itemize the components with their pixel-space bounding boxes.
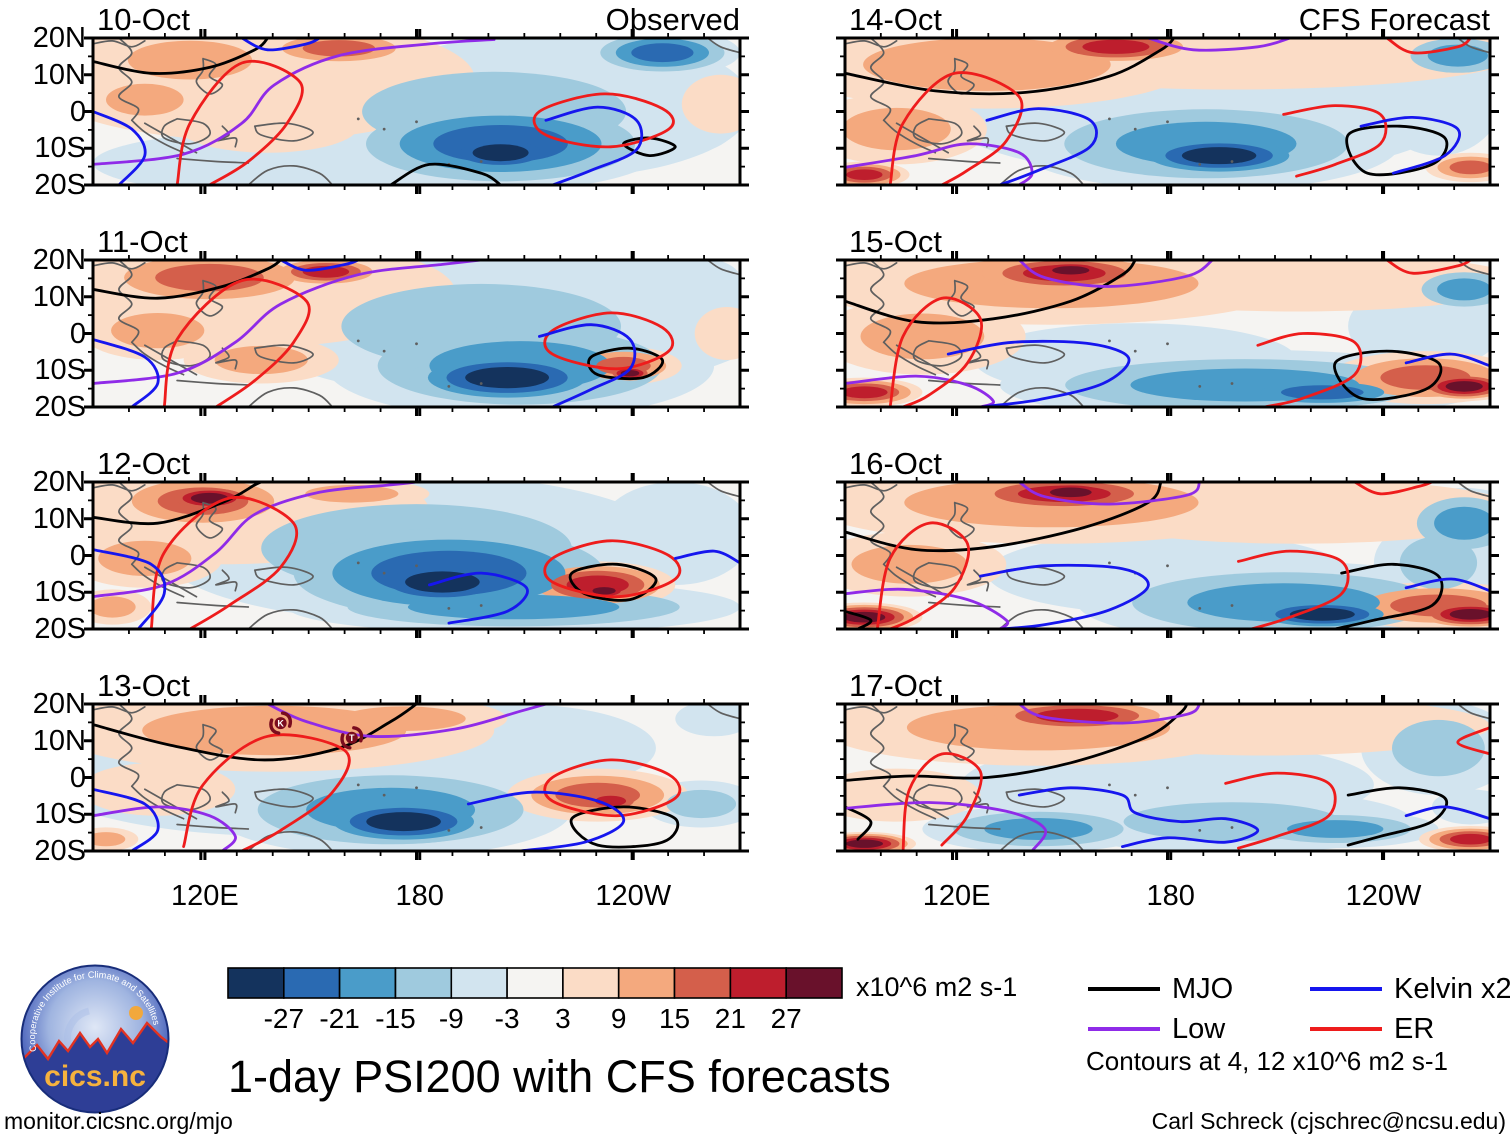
colorbar-svg <box>227 967 843 999</box>
map-svg: KT <box>84 695 749 860</box>
map-svg <box>836 251 1499 416</box>
panel-date-label: 15-Oct <box>849 224 943 259</box>
lon-axis-label: 120W <box>1345 880 1422 912</box>
lon-axis-label: 120W <box>595 880 672 912</box>
lat-axis-label: 10S <box>34 798 86 831</box>
panel-date-label: 12-Oct <box>97 446 191 481</box>
column-header-observed: Observed <box>605 2 740 37</box>
lat-axis-label: 10N <box>32 58 86 91</box>
mjo-line-swatch <box>1088 987 1160 991</box>
logo-mountains <box>21 1023 169 1113</box>
svg-text:K: K <box>277 718 284 728</box>
colorbar <box>226 966 844 1000</box>
logo-wordmark: cics.nc <box>44 1060 146 1093</box>
tropical-cyclone-icon: K <box>269 711 293 735</box>
lon-axis-label: 120E <box>171 880 239 912</box>
map-panel-10-oct <box>81 26 752 197</box>
logo-sun-icon <box>129 1006 143 1020</box>
map-panel-15-oct <box>833 248 1502 419</box>
er-line-swatch <box>1310 1027 1382 1031</box>
tropical-cyclone-icon: T <box>340 726 364 750</box>
lon-axis-label: 180 <box>1146 880 1195 912</box>
lat-axis-label: 20S <box>34 391 86 423</box>
lat-axis-label: 10N <box>32 724 86 757</box>
colorbar-tick-label: -27 <box>263 1003 305 1034</box>
colorbar-tick-label: -3 <box>494 1003 520 1034</box>
map-svg <box>836 473 1499 638</box>
map-panel-17-oct <box>833 692 1502 863</box>
contour-levels-note: Contours at 4, 12 x10^6 m2 s-1 <box>1086 1046 1448 1076</box>
lon-axis-label: 180 <box>395 880 444 912</box>
map-panel-12-oct <box>81 470 752 641</box>
map-svg <box>836 29 1499 194</box>
lat-axis-label: 0 <box>69 317 86 350</box>
map-panel-11-oct <box>81 248 752 419</box>
lat-axis-label: 20N <box>32 466 86 498</box>
column-header-cfs-forecast: CFS Forecast <box>1298 2 1490 37</box>
lat-axis-label: 0 <box>69 95 86 128</box>
panel-date-label: 16-Oct <box>849 446 943 481</box>
map-svg <box>84 251 749 416</box>
colorbar-tick-label: 21 <box>714 1003 746 1034</box>
colorbar-tick-label: 15 <box>658 1003 691 1034</box>
colorbar-tick-label: 3 <box>555 1003 571 1034</box>
lat-axis-label: 0 <box>69 539 86 572</box>
logo-ridge-line <box>21 1021 169 1062</box>
lon-axis-label: 120E <box>922 880 991 912</box>
lat-axis-label: 20S <box>34 835 86 867</box>
svg-text:T: T <box>349 733 355 743</box>
colorbar-unit-label: x10^6 m2 s-1 <box>856 972 1018 1002</box>
lat-axis-label: 20S <box>34 169 86 201</box>
panel-date-label: 13-Oct <box>97 668 191 703</box>
lat-axis-label: 10S <box>34 354 86 387</box>
kelvin-line-swatch <box>1310 987 1382 991</box>
figure-title: 1-day PSI200 with CFS forecasts <box>228 1051 891 1102</box>
lat-axis-label: 20N <box>32 244 86 276</box>
lat-axis-label: 20N <box>32 22 86 54</box>
footer-credit: Carl Schreck (cjschrec@ncsu.edu) <box>1151 1108 1506 1134</box>
panel-date-label: 17-Oct <box>849 668 943 703</box>
lat-axis-label: 20N <box>32 688 86 720</box>
cicsnc-logo: cics.nc Cooperative Institute for Climat… <box>18 962 172 1116</box>
lat-axis-label: 10S <box>34 132 86 165</box>
map-svg <box>84 29 749 194</box>
colorbar-tick-label: -15 <box>375 1003 416 1034</box>
map-panel-16-oct <box>833 470 1502 641</box>
lat-axis-label: 20S <box>34 613 86 645</box>
lat-axis-label: 10S <box>34 576 86 609</box>
colorbar-tick-label: 9 <box>610 1003 627 1034</box>
map-svg <box>84 473 749 638</box>
lat-axis-label: 10N <box>32 502 86 535</box>
colorbar-tick-label: -21 <box>319 1003 360 1034</box>
colorbar-tick-label: 27 <box>770 1003 802 1034</box>
map-panel-14-oct <box>833 26 1502 197</box>
legend-label-mjo: MJO <box>1172 973 1234 1005</box>
panel-date-label: 11-Oct <box>97 224 188 259</box>
map-svg <box>836 695 1499 860</box>
panel-date-label: 14-Oct <box>849 2 943 37</box>
colorbar-tick-label: -9 <box>438 1003 464 1034</box>
low-line-swatch <box>1088 1027 1160 1031</box>
legend-label-er: ER <box>1394 1013 1435 1045</box>
legend-label-kelvin: Kelvin x2 <box>1394 973 1510 1005</box>
cicsnc-logo-image: cics.nc Cooperative Institute for Climat… <box>20 964 170 1114</box>
legend-label-low: Low <box>1172 1013 1226 1045</box>
footer-url: monitor.cicsnc.org/mjo <box>4 1108 233 1134</box>
lat-axis-label: 0 <box>69 761 86 794</box>
lat-axis-label: 10N <box>32 280 86 313</box>
panel-date-label: 10-Oct <box>97 2 191 37</box>
